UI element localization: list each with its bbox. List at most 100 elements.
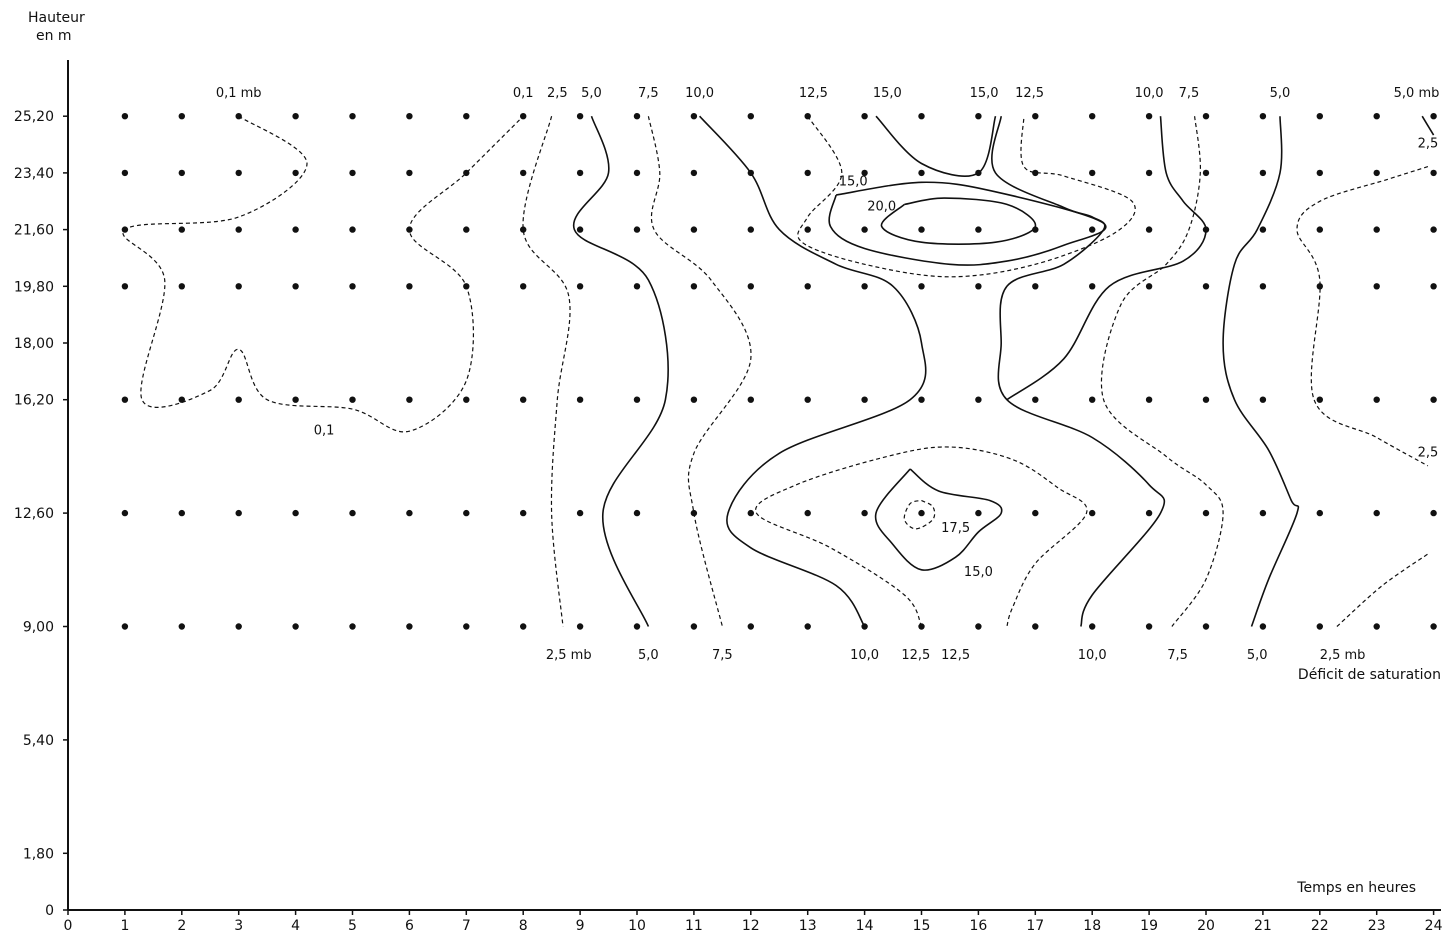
measurement-point <box>576 396 584 403</box>
measurement-point <box>1202 509 1210 517</box>
measurement-point <box>520 396 527 403</box>
measurement-point <box>804 169 811 177</box>
measurement-point <box>804 226 811 233</box>
measurement-point <box>747 623 754 630</box>
measurement-point <box>633 113 641 120</box>
measurement-point <box>349 283 356 290</box>
y-tick-label: 18,00 <box>14 336 54 352</box>
contour-label-top: 5,0 <box>1270 86 1291 101</box>
measurement-point <box>1373 169 1380 177</box>
x-tick-label: 13 <box>799 918 817 934</box>
measurement-point <box>520 283 527 290</box>
contour-label-bottom: 2,5 mb <box>546 648 592 663</box>
measurement-point <box>1430 509 1437 517</box>
measurement-point <box>178 509 185 517</box>
contour-line <box>1222 116 1300 627</box>
x-axis-title: Temps en heures <box>1296 880 1416 896</box>
y-tick-label: 23,40 <box>14 166 54 182</box>
measurement-point <box>178 169 185 177</box>
measurement-point <box>178 283 185 290</box>
measurement-point <box>178 226 185 233</box>
x-tick-label: 16 <box>969 918 987 934</box>
measurement-point <box>1373 226 1380 233</box>
contour-label-top: 7,5 <box>638 86 659 101</box>
measurement-point <box>121 113 129 120</box>
measurement-point <box>1259 509 1267 517</box>
measurement-point <box>861 226 868 233</box>
measurement-point <box>1145 226 1153 233</box>
x-tick-label: 5 <box>348 918 357 934</box>
measurement-point <box>1430 396 1437 403</box>
measurement-point <box>463 226 470 233</box>
y-tick-label: 0 <box>45 903 54 919</box>
contour-line <box>522 116 571 627</box>
x-tick-label: 18 <box>1083 918 1101 934</box>
measurement-point <box>1202 623 1210 630</box>
measurement-point <box>690 623 698 630</box>
y-tick-label: 16,20 <box>14 393 54 409</box>
measurement-point <box>975 623 982 630</box>
contour-label-bottom: 12,5 <box>941 648 970 663</box>
measurement-point <box>1259 169 1267 177</box>
measurement-point <box>1202 169 1210 177</box>
x-tick-label: 1 <box>120 918 129 934</box>
measurement-point <box>1316 509 1324 517</box>
measurement-point <box>918 169 925 177</box>
measurement-point <box>861 396 868 403</box>
measurement-point <box>349 623 356 630</box>
x-tick-label: 15 <box>913 918 931 934</box>
measurement-point <box>406 623 413 630</box>
measurement-point <box>406 509 413 517</box>
contour-label-top: 12,5 <box>1015 86 1044 101</box>
measurement-point <box>1032 113 1039 120</box>
contour-line <box>875 115 997 177</box>
contour-line <box>1006 116 1207 401</box>
y-tick-label: 1,80 <box>23 846 54 862</box>
contour-label-top: 2,5 <box>547 86 568 101</box>
series-title: Déficit de saturation <box>1298 667 1441 683</box>
x-tick-label: 24 <box>1425 918 1443 934</box>
measurement-point <box>349 226 356 233</box>
measurement-point <box>1259 283 1267 290</box>
x-tick-label: 11 <box>685 918 703 934</box>
contour-label-inner: 20,0 <box>867 200 896 215</box>
x-tick-label: 21 <box>1254 918 1272 934</box>
contour-line <box>1421 115 1435 136</box>
y-tick-label: 19,80 <box>14 279 54 295</box>
measurement-point <box>235 283 242 290</box>
measurement-point <box>1373 509 1380 517</box>
measurement-point <box>1089 226 1096 233</box>
measurement-point <box>463 396 470 403</box>
contour-label-inner: 2,5 <box>1418 445 1439 460</box>
contour-label-inner: 15,0 <box>964 565 993 580</box>
measurement-point <box>1089 113 1096 120</box>
contour-label-bottom: 7,5 <box>712 648 733 663</box>
measurement-point <box>1032 396 1039 403</box>
measurement-point <box>918 226 925 233</box>
measurement-point <box>292 169 299 177</box>
x-tick-label: 22 <box>1311 918 1329 934</box>
measurement-point <box>1316 113 1324 120</box>
measurement-point <box>1145 169 1153 177</box>
measurement-point <box>235 396 242 403</box>
y-tick-label: 12,60 <box>14 506 54 522</box>
measurement-point <box>1316 283 1324 290</box>
measurement-point <box>1373 113 1380 120</box>
measurement-point <box>235 509 242 517</box>
measurement-point <box>121 169 129 177</box>
measurement-point <box>633 396 641 403</box>
measurement-point <box>1316 226 1324 233</box>
contour-line <box>797 115 1136 278</box>
measurement-point <box>1259 396 1267 403</box>
measurement-point <box>1145 396 1153 403</box>
contour-line <box>1336 553 1429 627</box>
measurement-point <box>1145 623 1153 630</box>
measurement-point <box>121 623 129 630</box>
contour-line <box>699 115 927 627</box>
measurement-point <box>121 509 129 517</box>
measurement-point <box>292 396 299 403</box>
measurement-point <box>1259 226 1267 233</box>
contour-label-top: 7,5 <box>1179 86 1200 101</box>
measurement-point <box>633 169 641 177</box>
measurement-point <box>349 509 356 517</box>
